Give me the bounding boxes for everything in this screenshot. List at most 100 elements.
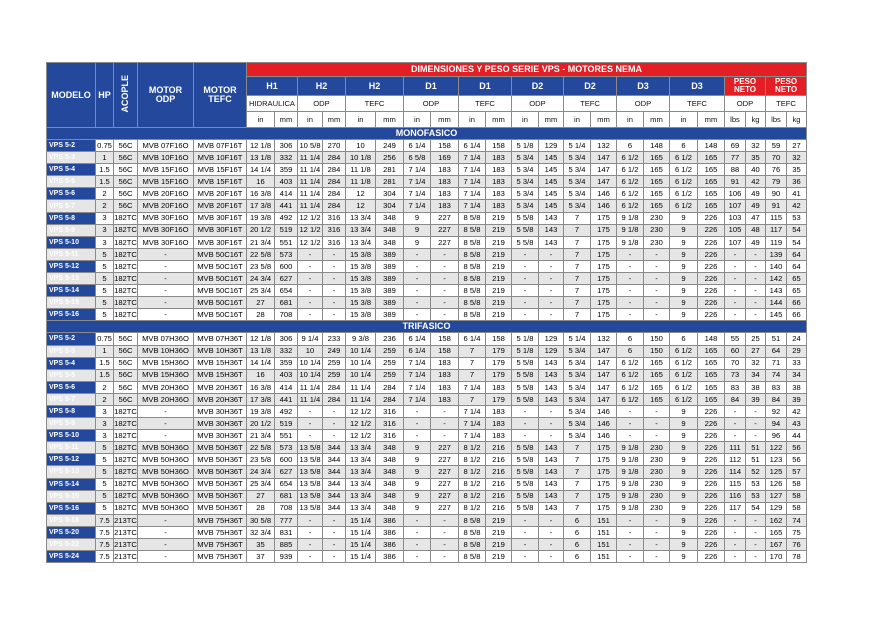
column-header: MOTOR TEFC bbox=[193, 62, 247, 128]
data-cell: 9 1/8 bbox=[616, 223, 644, 237]
motor-header: ODP bbox=[616, 95, 670, 112]
data-cell: 139 bbox=[765, 247, 787, 261]
model-cell: VPS 5-18 bbox=[46, 513, 96, 527]
data-cell: 9 1/8 bbox=[616, 453, 644, 467]
data-cell: 183 bbox=[485, 429, 512, 443]
data-cell: 5 3/4 bbox=[511, 187, 539, 201]
data-cell: - bbox=[137, 284, 194, 298]
data-cell: 175 bbox=[590, 284, 617, 298]
data-cell: 7 bbox=[563, 453, 591, 467]
model-cell: VPS 5-20 bbox=[46, 525, 96, 540]
table-wrap: MODELO HP ACOPLE MOTOR ODP MOTOR TEFC DIMENSI… bbox=[45, 62, 808, 564]
data-cell: - bbox=[403, 247, 431, 261]
data-cell: - bbox=[538, 429, 564, 443]
data-cell: 304 bbox=[375, 187, 404, 201]
group-header: D3 bbox=[669, 76, 725, 96]
data-cell: 216 bbox=[485, 453, 512, 467]
data-row: VPS 5-7 2 56C MVB 20H36O MVB 20H36T 17 3/8 441… bbox=[46, 392, 808, 406]
data-cell: 183 bbox=[430, 356, 459, 370]
data-cell: 51 bbox=[765, 332, 787, 346]
data-cell: 6 1/2 bbox=[669, 175, 698, 189]
data-cell: 78 bbox=[785, 550, 808, 564]
data-cell: 344 bbox=[322, 453, 346, 467]
data-cell: - bbox=[430, 259, 459, 274]
data-cell: 150 bbox=[643, 344, 670, 358]
data-cell: 6 1/2 bbox=[616, 175, 644, 189]
data-cell: 7 bbox=[563, 235, 591, 249]
data-cell: 284 bbox=[322, 163, 346, 177]
data-cell: 5 3/4 bbox=[563, 417, 591, 431]
data-cell: 9 bbox=[669, 513, 698, 527]
data-cell: MVB 10F16T bbox=[193, 151, 247, 165]
data-cell: 389 bbox=[375, 296, 404, 310]
data-cell: 600 bbox=[274, 453, 298, 467]
data-cell: 28 bbox=[246, 308, 275, 322]
data-cell: 7 1/4 bbox=[458, 404, 486, 419]
data-cell: 344 bbox=[322, 501, 346, 515]
data-cell: 175 bbox=[590, 465, 617, 479]
data-cell: 6 bbox=[563, 550, 591, 564]
data-cell: 56C bbox=[113, 344, 138, 358]
data-cell: 213TC bbox=[113, 537, 138, 552]
data-cell: 5 bbox=[95, 284, 114, 298]
data-cell: - bbox=[322, 417, 346, 431]
data-cell: 551 bbox=[274, 235, 298, 249]
data-cell: 3 bbox=[95, 223, 114, 237]
data-cell: - bbox=[724, 429, 746, 443]
data-cell: 344 bbox=[322, 477, 346, 491]
data-cell: MVB 50H36T bbox=[193, 489, 247, 503]
data-cell: 116 bbox=[724, 489, 746, 503]
data-cell: 7.5 bbox=[95, 513, 114, 527]
data-row: VPS 5-9 3 182TC - MVB 30H36T 20 1/2 519- -12 1/… bbox=[46, 417, 808, 431]
data-cell: 105 bbox=[724, 223, 746, 237]
data-cell: - bbox=[745, 429, 766, 443]
data-cell: 76 bbox=[785, 537, 808, 552]
data-cell: 13 5/8 bbox=[297, 501, 323, 515]
data-cell: 226 bbox=[697, 429, 725, 443]
data-cell: 7 1/4 bbox=[403, 163, 431, 177]
model-cell: VPS 5-4 bbox=[46, 163, 96, 177]
motor-header: TEFC bbox=[458, 95, 512, 112]
data-cell: 5 bbox=[95, 259, 114, 274]
data-cell: 53 bbox=[745, 489, 766, 503]
data-cell: 6 bbox=[669, 138, 698, 153]
data-cell: 27 bbox=[785, 138, 808, 153]
data-cell: 165 bbox=[643, 163, 670, 177]
data-cell: - bbox=[322, 247, 346, 261]
data-cell: 9 1/8 bbox=[616, 441, 644, 455]
data-cell: 219 bbox=[485, 247, 512, 261]
data-cell: 74 bbox=[785, 513, 808, 527]
data-cell: 182TC bbox=[113, 465, 138, 479]
data-cell: - bbox=[616, 308, 644, 322]
data-cell: - bbox=[297, 308, 323, 322]
data-cell: 316 bbox=[322, 211, 346, 225]
data-cell: 226 bbox=[697, 308, 725, 322]
data-cell: - bbox=[430, 272, 459, 286]
data-cell: 5 bbox=[95, 501, 114, 515]
data-cell: 5 3/4 bbox=[511, 151, 539, 165]
data-cell: 1.5 bbox=[95, 356, 114, 370]
data-cell: 143 bbox=[538, 489, 564, 503]
data-cell: - bbox=[643, 525, 670, 540]
data-cell: - bbox=[430, 537, 459, 552]
data-cell: 34 bbox=[785, 368, 808, 382]
data-cell: 5 bbox=[95, 453, 114, 467]
data-cell: 151 bbox=[590, 513, 617, 527]
data-cell: 182TC bbox=[113, 284, 138, 298]
data-cell: 15 1/4 bbox=[345, 537, 376, 552]
data-cell: 56C bbox=[113, 199, 138, 213]
data-cell: 146 bbox=[590, 187, 617, 201]
data-cell: MVB 30F16O bbox=[137, 235, 194, 249]
data-cell: - bbox=[616, 513, 644, 527]
data-cell: 9 1/8 bbox=[616, 477, 644, 491]
data-cell: 226 bbox=[697, 441, 725, 455]
data-cell: 56 bbox=[785, 441, 808, 455]
data-cell: 344 bbox=[322, 489, 346, 503]
data-cell: 53 bbox=[785, 211, 808, 225]
data-cell: - bbox=[616, 284, 644, 298]
data-cell: 24 3/4 bbox=[246, 465, 275, 479]
data-cell: 8 5/8 bbox=[458, 284, 486, 298]
motor-header: TEFC bbox=[563, 95, 617, 112]
model-cell: VPS 5-5 bbox=[46, 175, 96, 189]
